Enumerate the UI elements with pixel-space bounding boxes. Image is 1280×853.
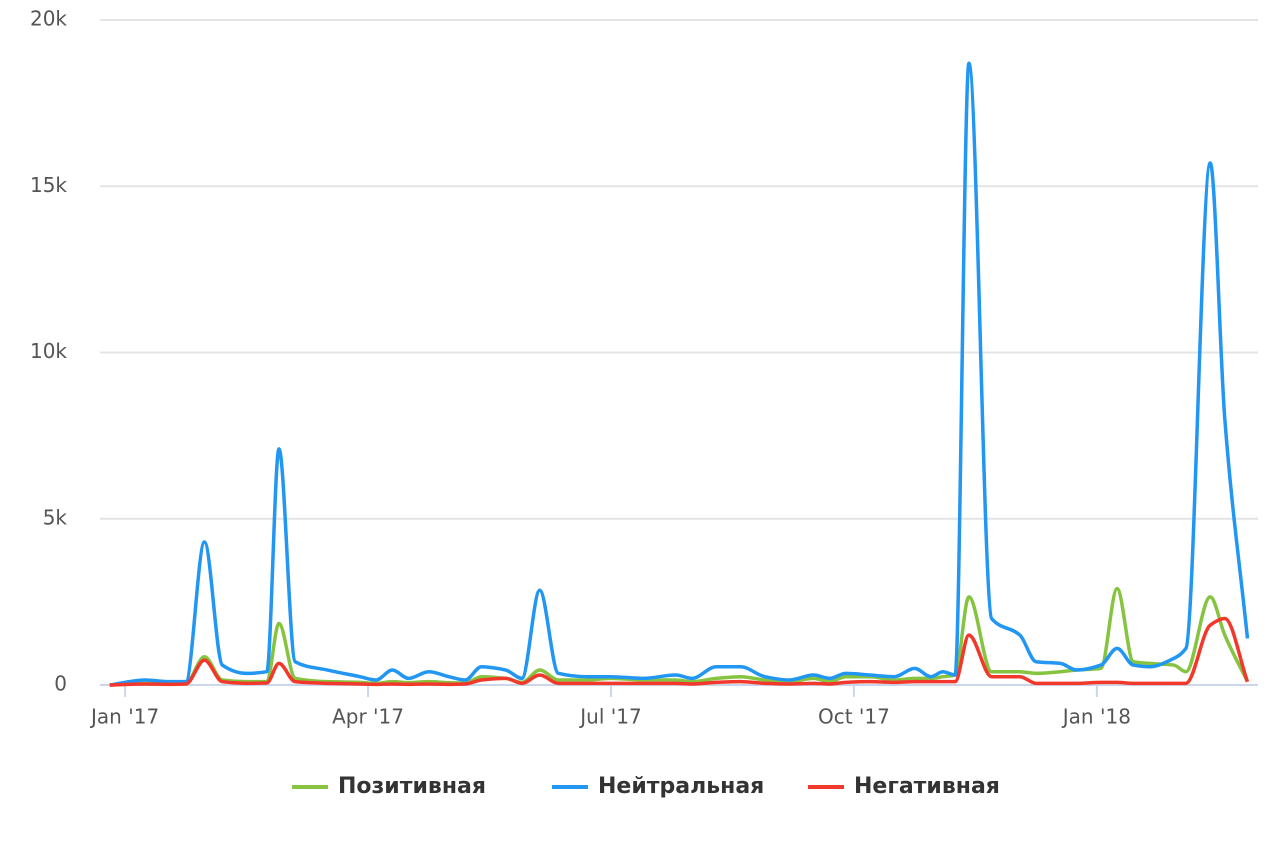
- y-tick-label: 5k: [43, 505, 68, 529]
- y-tick-label: 0: [54, 672, 67, 696]
- x-tick-label: Jul '17: [578, 705, 641, 729]
- x-tick-label: Oct '17: [818, 705, 890, 729]
- legend-text[interactable]: Нейтральная: [598, 774, 764, 799]
- x-tick-label: Jan '17: [89, 705, 159, 729]
- series-line: [109, 61, 1250, 687]
- series-line: [109, 616, 1250, 687]
- y-tick-label: 10k: [30, 339, 67, 363]
- legend-text[interactable]: Негативная: [854, 774, 1000, 799]
- x-tick-label: Jan '18: [1061, 705, 1131, 729]
- x-tick-label: Apr '17: [332, 705, 404, 729]
- y-tick-label: 15k: [30, 173, 67, 197]
- y-tick-label: 20k: [30, 7, 67, 31]
- legend-text[interactable]: Позитивная: [338, 774, 486, 799]
